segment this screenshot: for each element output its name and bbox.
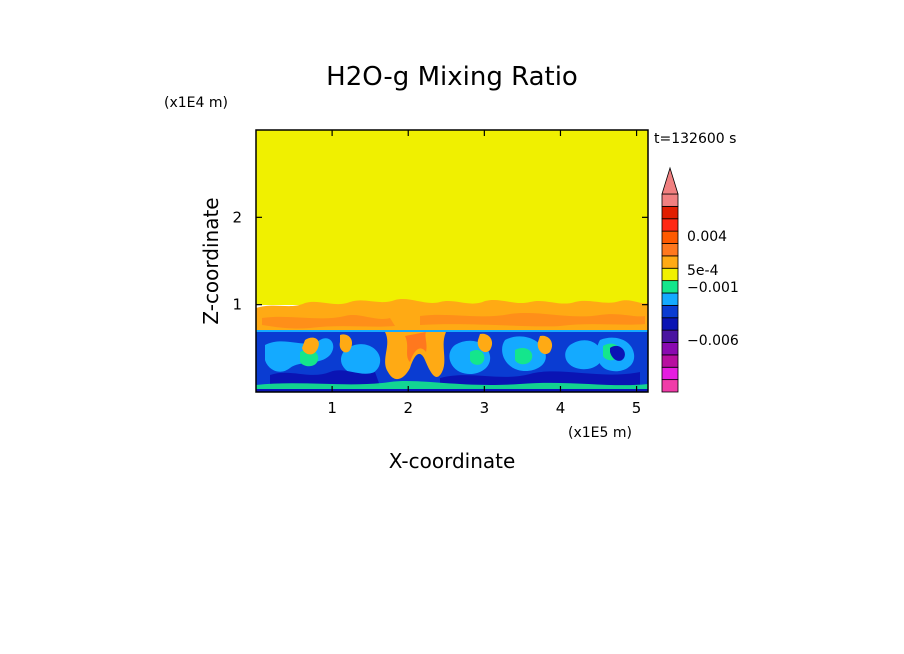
colorbar-segment [661, 218, 679, 232]
left-plume [302, 334, 353, 355]
x-tick-label: 4 [556, 399, 566, 417]
upper-layer [256, 130, 648, 305]
right-plumes [477, 333, 553, 355]
x-axis-label: X-coordinate [389, 449, 516, 473]
x-scale-label: (x1E5 m) [568, 425, 632, 441]
x-axis-ticks: 1 2 3 4 5 [327, 130, 641, 417]
colorbar-label: 0.004 [687, 229, 727, 245]
central-plume [385, 332, 446, 380]
colorbar-segment [661, 329, 679, 343]
colorbar-segment [661, 342, 679, 356]
colorbar-segment [661, 280, 679, 294]
light-swirls [265, 336, 635, 377]
colorbar-label: −0.006 [687, 333, 739, 349]
x-tick-label: 2 [403, 399, 413, 417]
colorbar-segment [661, 255, 679, 269]
y-axis-label: Z-coordinate [199, 197, 223, 324]
time-label: t=132600 s [654, 131, 736, 147]
plot-frame [255, 129, 649, 393]
colorbar-segment [661, 366, 679, 381]
y-tick-label: 1 [232, 296, 242, 314]
colorbar-segment [661, 317, 679, 331]
colorbar [661, 166, 679, 393]
colorbar-segment [661, 243, 679, 257]
y-scale-label: (x1E4 m) [164, 95, 228, 111]
mixing-ratio-field [256, 130, 648, 392]
colorbar-segment [661, 230, 679, 244]
colorbar-label: −0.001 [687, 280, 739, 296]
y-tick-label: 2 [232, 208, 242, 226]
colorbar-segment [661, 292, 679, 306]
colorbar-arrow [661, 166, 679, 195]
colorbar-segment [661, 205, 679, 220]
y-axis-ticks: 12 [232, 208, 648, 314]
colorbar-label: 5e-4 [687, 263, 719, 279]
x-tick-label: 1 [327, 399, 337, 417]
x-tick-label: 3 [480, 399, 490, 417]
colorbar-segment [661, 379, 679, 393]
colorbar-labels: 0.004 5e-4−0.001 −0.006 [687, 229, 739, 349]
chart-title: H2O-g Mixing Ratio [326, 62, 578, 92]
colorbar-segment [661, 354, 679, 368]
transition-streaks [262, 313, 645, 329]
colorbar-segment [661, 304, 679, 319]
colorbar-segment [661, 267, 679, 282]
colorbar-segment [661, 193, 679, 207]
plume-core [405, 332, 427, 362]
x-tick-label: 5 [632, 399, 642, 417]
dark-swirls [270, 345, 640, 390]
